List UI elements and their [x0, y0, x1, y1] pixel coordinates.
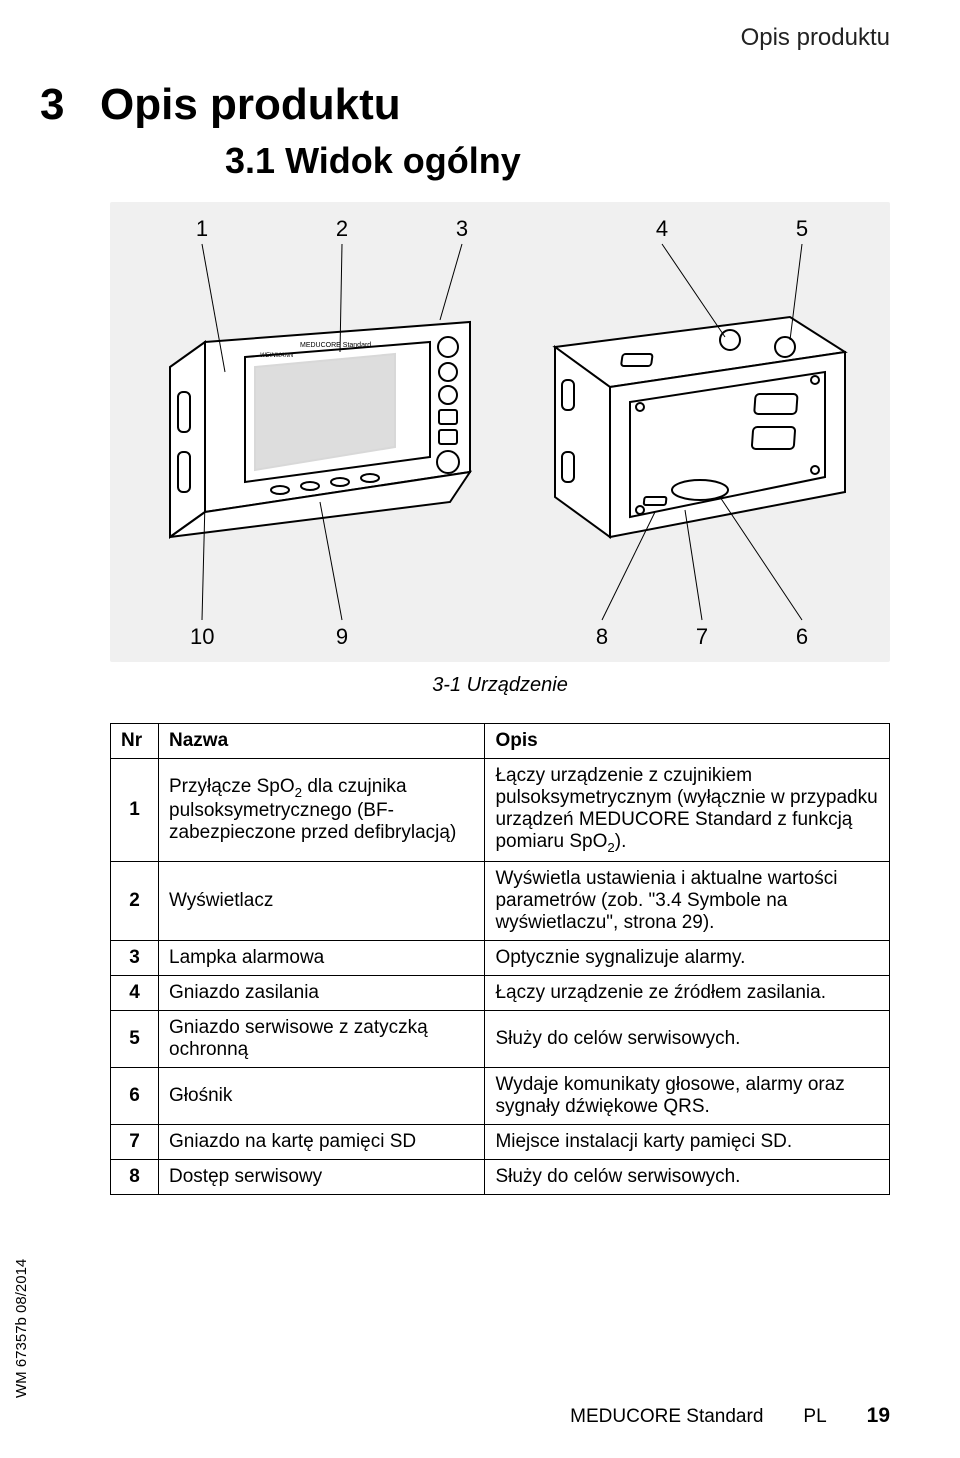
footer-page-number: 19 — [867, 1404, 890, 1428]
callout-label-top: 3 — [450, 216, 474, 242]
footer-lang: PL — [803, 1406, 826, 1428]
table-row: 1Przyłącze SpO2 dla czujnika pulsoksymet… — [111, 759, 890, 862]
cell-name: Wyświetlacz — [159, 861, 485, 940]
cell-desc: Wydaje komunikaty głosowe, alarmy oraz s… — [485, 1067, 890, 1124]
cell-name: Dostęp serwisowy — [159, 1159, 485, 1194]
cell-name: Gniazdo na kartę pamięci SD — [159, 1124, 485, 1159]
cell-nr: 3 — [111, 940, 159, 975]
col-header-desc: Opis — [485, 724, 890, 759]
callout-label-bottom: 9 — [330, 624, 354, 650]
footer-product: MEDUCORE Standard — [570, 1406, 763, 1428]
callout-label-top: 5 — [790, 216, 814, 242]
description-table: Nr Nazwa Opis 1Przyłącze SpO2 dla czujni… — [110, 723, 890, 1195]
cell-name: Lampka alarmowa — [159, 940, 485, 975]
cell-nr: 6 — [111, 1067, 159, 1124]
cell-desc: Optycznie sygnalizuje alarmy. — [485, 940, 890, 975]
cell-nr: 1 — [111, 759, 159, 862]
subsection-title-text: Widok ogólny — [285, 140, 521, 181]
table-row: 7Gniazdo na kartę pamięci SDMiejsce inst… — [111, 1124, 890, 1159]
running-header: Opis produktu — [741, 24, 890, 52]
callout-label-bottom: 10 — [190, 624, 214, 650]
side-doc-code: WM 67357b 08/2014 — [13, 1259, 30, 1398]
callout-label-bottom: 6 — [790, 624, 814, 650]
col-header-name: Nazwa — [159, 724, 485, 759]
figure-caption: 3-1 Urządzenie — [110, 674, 890, 697]
subsection-heading: 3.1 Widok ogólny — [225, 140, 890, 182]
section-title-text: Opis produktu — [100, 80, 401, 129]
section-number: 3 — [40, 80, 100, 130]
cell-name: Gniazdo zasilania — [159, 975, 485, 1010]
col-header-nr: Nr — [111, 724, 159, 759]
callout-lines — [110, 202, 890, 662]
cell-nr: 5 — [111, 1010, 159, 1067]
table-row: 2WyświetlaczWyświetla ustawienia i aktua… — [111, 861, 890, 940]
cell-name: Gniazdo serwisowe z zatyczką ochronną — [159, 1010, 485, 1067]
table-row: 4Gniazdo zasilaniaŁączy urządzenie ze źr… — [111, 975, 890, 1010]
callout-label-top: 1 — [190, 216, 214, 242]
cell-desc: Służy do celów serwisowych. — [485, 1010, 890, 1067]
callout-label-top: 4 — [650, 216, 674, 242]
cell-desc: Łączy urządzenie ze źródłem zasilania. — [485, 975, 890, 1010]
page-footer: MEDUCORE Standard PL 19 — [570, 1404, 890, 1428]
cell-desc: Wyświetla ustawienia i aktualne wartości… — [485, 861, 890, 940]
callout-label-bottom: 8 — [590, 624, 614, 650]
subsection-number: 3.1 — [225, 140, 275, 181]
section-heading: 3Opis produktu — [40, 80, 890, 130]
cell-name: Przyłącze SpO2 dla czujnika pulsoksymetr… — [159, 759, 485, 862]
cell-desc: Łączy urządzenie z czujnikiem pulsoksyme… — [485, 759, 890, 862]
cell-nr: 7 — [111, 1124, 159, 1159]
cell-desc: Miejsce instalacji karty pamięci SD. — [485, 1124, 890, 1159]
cell-nr: 8 — [111, 1159, 159, 1194]
table-row: 3Lampka alarmowaOptycznie sygnalizuje al… — [111, 940, 890, 975]
table-row: 6GłośnikWydaje komunikaty głosowe, alarm… — [111, 1067, 890, 1124]
cell-desc: Służy do celów serwisowych. — [485, 1159, 890, 1194]
cell-name: Głośnik — [159, 1067, 485, 1124]
figure-box: MEDUCORE Standard WEINMANN — [110, 202, 890, 662]
cell-nr: 4 — [111, 975, 159, 1010]
callout-label-bottom: 7 — [690, 624, 714, 650]
cell-nr: 2 — [111, 861, 159, 940]
callout-label-top: 2 — [330, 216, 354, 242]
table-row: 5Gniazdo serwisowe z zatyczką ochronnąSł… — [111, 1010, 890, 1067]
table-row: 8Dostęp serwisowySłuży do celów serwisow… — [111, 1159, 890, 1194]
